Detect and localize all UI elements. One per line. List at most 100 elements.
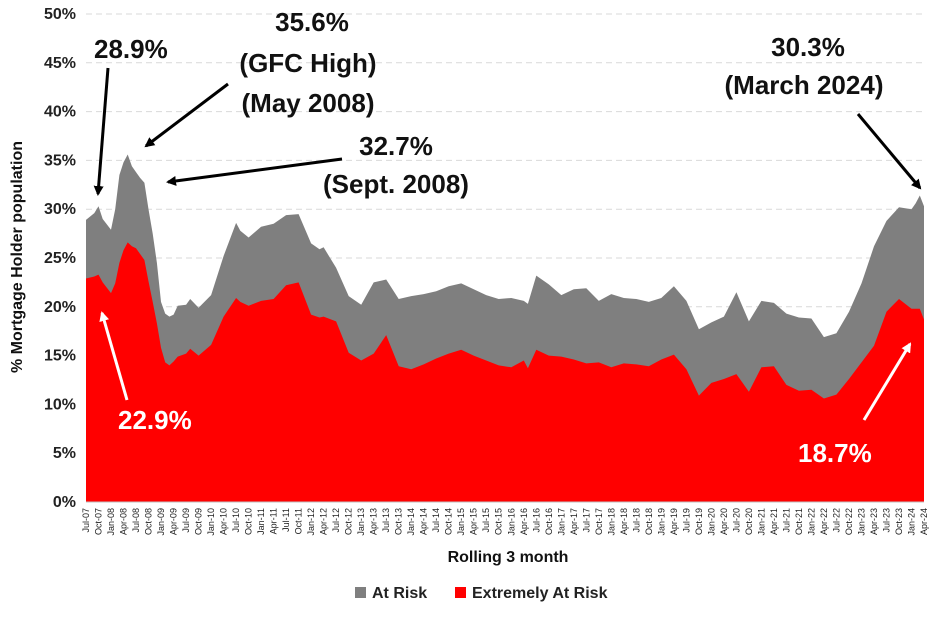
x-tick-label: Jan-10 <box>206 508 216 536</box>
x-tick-label: Apr-17 <box>569 508 579 535</box>
x-tick-label: Jan-09 <box>156 508 166 536</box>
annotation-22-9: 22.9% <box>118 405 192 435</box>
x-tick-label: Apr-08 <box>119 508 129 535</box>
x-tick-label: Jul-08 <box>131 508 141 533</box>
x-tick-label: Jul-14 <box>431 508 441 533</box>
x-tick-label: Jul-16 <box>531 508 541 533</box>
x-tick-label: Oct-12 <box>344 508 354 535</box>
x-tick-label: Jan-19 <box>656 508 666 536</box>
y-tick-label: 50% <box>44 6 76 23</box>
x-tick-label: Jul-13 <box>381 508 391 533</box>
x-tick-label: Jan-15 <box>456 508 466 536</box>
y-tick-label: 30% <box>44 201 76 218</box>
annotations: 28.9% 35.6% (GFC High) (May 2008) 32.7% … <box>93 7 922 468</box>
x-tick-label: Jul-19 <box>681 508 691 533</box>
annotation-30-3-value: 30.3% <box>771 32 845 62</box>
y-axis-ticks: 0% 5% 10% 15% 20% 25% 30% 35% 40% 45% 50% <box>44 6 76 511</box>
y-tick-label: 20% <box>44 299 76 316</box>
x-axis-ticks: Jul-07 Oct-07 Jan-08 Apr-08 Jul-08 Oct-08 Jan-… <box>81 508 929 536</box>
x-tick-label: Oct-07 <box>94 508 104 535</box>
x-tick-label: Oct-22 <box>844 508 854 535</box>
x-tick-label: Jan-20 <box>706 508 716 536</box>
x-tick-label: Oct-08 <box>144 508 154 535</box>
x-tick-label: Apr-20 <box>719 508 729 535</box>
x-tick-label: Apr-13 <box>369 508 379 535</box>
y-tick-label: 5% <box>53 445 76 462</box>
x-tick-label: Apr-24 <box>919 508 929 535</box>
x-tick-label: Jul-07 <box>81 508 91 533</box>
x-tick-label: Jul-15 <box>481 508 491 533</box>
legend-swatch-at-risk <box>355 587 366 598</box>
legend: At Risk Extremely At Risk <box>355 585 608 602</box>
x-tick-label: Jul-21 <box>781 508 791 533</box>
x-tick-label: Oct-21 <box>794 508 804 535</box>
x-tick-label: Jan-17 <box>556 508 566 536</box>
x-tick-label: Apr-09 <box>169 508 179 535</box>
y-tick-label: 0% <box>53 494 76 511</box>
annotation-32-7-date: (Sept. 2008) <box>323 169 469 199</box>
annotation-arrow-22-9 <box>99 311 129 401</box>
x-tick-label: Oct-15 <box>494 508 504 535</box>
x-tick-label: Oct-17 <box>594 508 604 535</box>
annotation-arrow-28-9 <box>93 67 110 196</box>
x-tick-label: Oct-10 <box>244 508 254 535</box>
x-tick-label: Jan-13 <box>356 508 366 536</box>
x-tick-label: Jul-12 <box>331 508 341 533</box>
x-tick-label: Jan-24 <box>907 508 917 536</box>
x-tick-label: Jan-08 <box>106 508 116 536</box>
annotation-35-6-value: 35.6% <box>275 7 349 37</box>
x-tick-label: Jan-11 <box>256 508 266 535</box>
annotation-arrow-35-6 <box>144 82 229 148</box>
y-tick-label: 40% <box>44 104 76 121</box>
x-tick-label: Jan-23 <box>857 508 867 536</box>
x-tick-label: Apr-14 <box>419 508 429 535</box>
x-tick-label: Jul-11 <box>281 508 291 532</box>
x-tick-label: Oct-23 <box>894 508 904 535</box>
x-tick-label: Jul-10 <box>231 508 241 533</box>
x-tick-label: Apr-18 <box>619 508 629 535</box>
x-tick-label: Jul-17 <box>581 508 591 533</box>
x-tick-label: Jan-16 <box>506 508 516 536</box>
x-tick-label: Jul-23 <box>882 508 892 533</box>
y-tick-label: 45% <box>44 55 76 72</box>
y-axis-title: % Mortgage Holder population <box>9 141 26 373</box>
annotation-arrow-32-7 <box>166 157 343 186</box>
x-tick-label: Jul-22 <box>831 508 841 533</box>
x-tick-label: Oct-20 <box>744 508 754 535</box>
legend-label-extremely-at-risk: Extremely At Risk <box>472 585 608 602</box>
x-tick-label: Oct-18 <box>644 508 654 535</box>
x-tick-label: Jan-21 <box>756 508 766 536</box>
y-tick-label: 15% <box>44 348 76 365</box>
x-tick-label: Apr-23 <box>869 508 879 535</box>
x-tick-label: Apr-19 <box>669 508 679 535</box>
x-tick-label: Apr-12 <box>319 508 329 535</box>
annotation-35-6-date: (May 2008) <box>242 88 375 118</box>
y-tick-label: 10% <box>44 396 76 413</box>
x-tick-label: Oct-13 <box>394 508 404 535</box>
x-tick-label: Jul-18 <box>631 508 641 533</box>
legend-label-at-risk: At Risk <box>372 585 427 602</box>
series-areas <box>86 154 924 502</box>
x-tick-label: Jul-09 <box>181 508 191 533</box>
x-tick-label: Jan-12 <box>306 508 316 536</box>
y-tick-label: 35% <box>44 152 76 169</box>
x-tick-label: Jan-18 <box>606 508 616 536</box>
x-tick-label: Oct-16 <box>544 508 554 535</box>
annotation-18-7: 18.7% <box>798 438 872 468</box>
x-tick-label: Oct-09 <box>194 508 204 535</box>
y-tick-label: 25% <box>44 250 76 267</box>
annotation-30-3-date: (March 2024) <box>725 70 884 100</box>
x-tick-label: Oct-19 <box>694 508 704 535</box>
x-tick-label: Oct-11 <box>294 508 304 534</box>
x-tick-label: Oct-14 <box>444 508 454 535</box>
x-tick-label: Apr-11 <box>269 508 279 534</box>
x-tick-label: Apr-21 <box>769 508 779 535</box>
annotation-arrow-30-3 <box>856 113 922 190</box>
x-tick-label: Apr-22 <box>819 508 829 535</box>
x-tick-label: Jan-22 <box>806 508 816 536</box>
legend-swatch-extremely-at-risk <box>455 587 466 598</box>
x-axis-title: Rolling 3 month <box>448 549 569 566</box>
x-tick-label: Apr-16 <box>519 508 529 535</box>
